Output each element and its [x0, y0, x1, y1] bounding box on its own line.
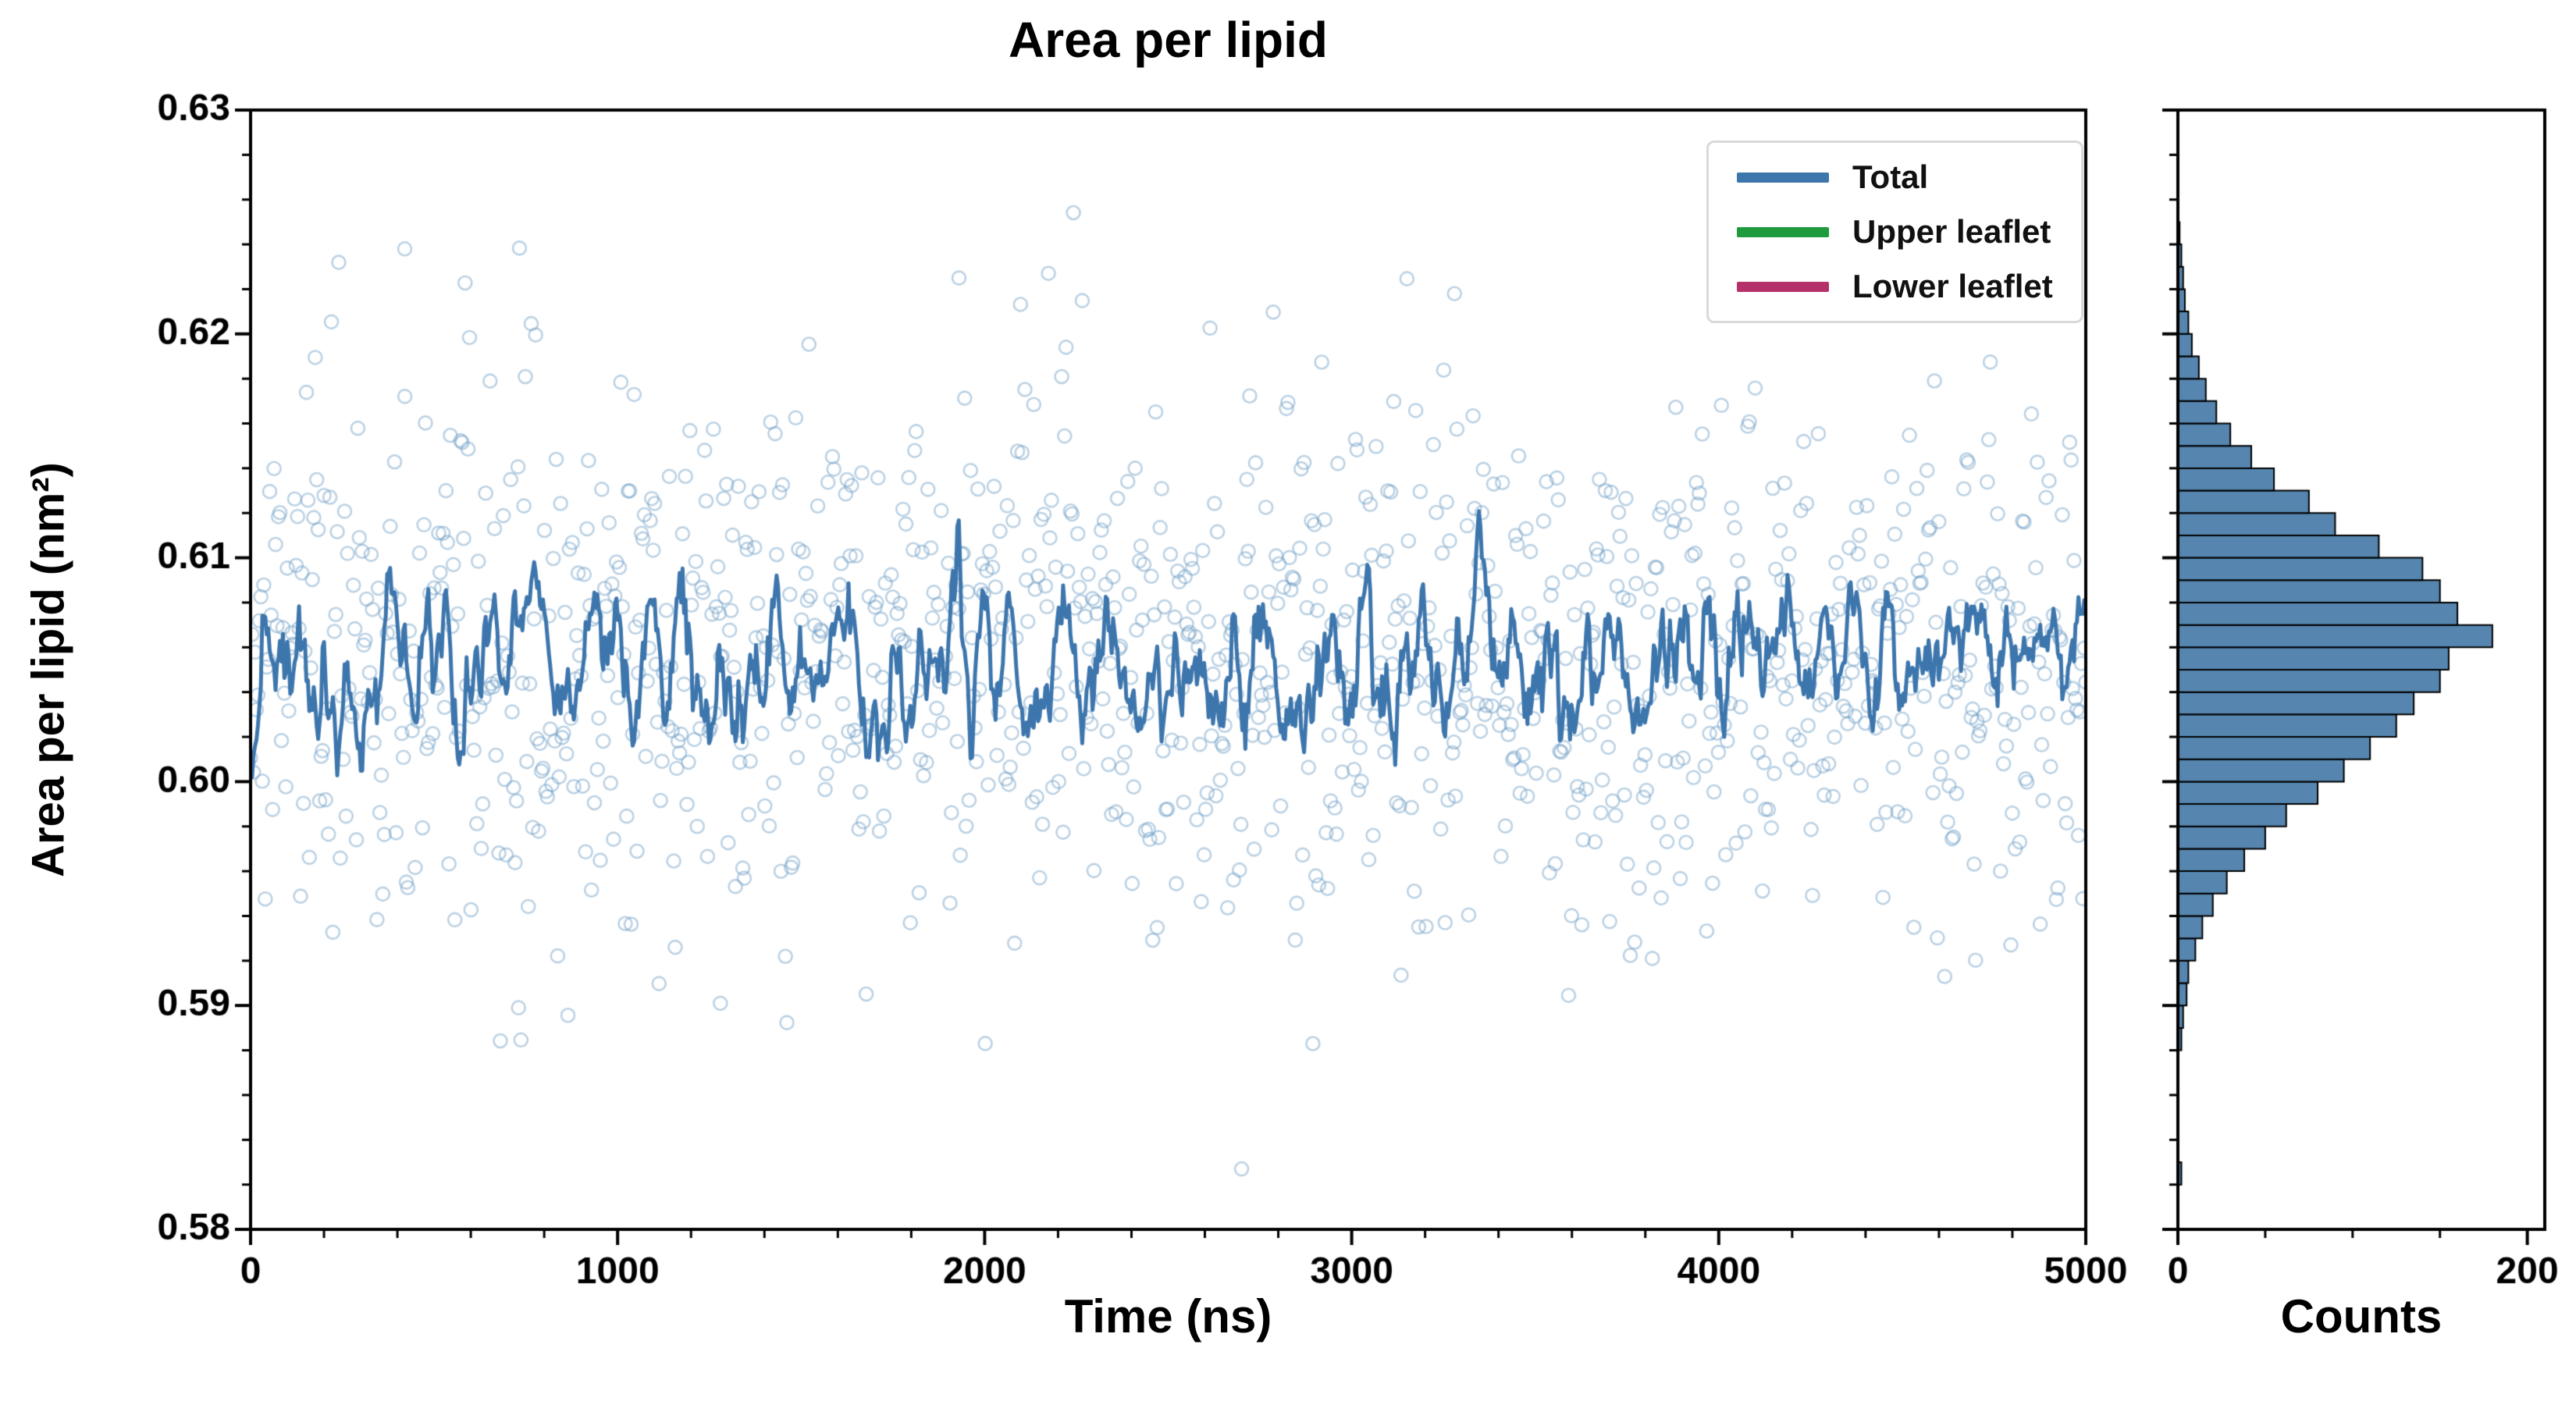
legend-label-upper-leaflet: Upper leaflet [1852, 213, 2051, 250]
legend: Total Upper leaflet Lower leaflet [1706, 140, 2083, 323]
legend-item-upper-leaflet: Upper leaflet [1737, 213, 2053, 251]
y-axis-label: Area per lipid (nm²) [23, 462, 74, 877]
legend-item-total: Total [1737, 158, 2053, 196]
histogram-x-axis-label: Counts [2280, 1290, 2443, 1343]
legend-swatch-upper-leaflet-icon [1737, 226, 1829, 237]
x-axis-label: Time (ns) [1064, 1290, 1272, 1343]
legend-item-lower-leaflet: Lower leaflet [1737, 268, 2053, 305]
legend-swatch-lower-leaflet-icon [1737, 281, 1829, 292]
legend-label-lower-leaflet: Lower leaflet [1852, 268, 2053, 304]
legend-swatch-total-icon [1737, 172, 1829, 183]
legend-label-total: Total [1852, 158, 1929, 195]
chart-title: Area per lipid [1009, 12, 1328, 68]
